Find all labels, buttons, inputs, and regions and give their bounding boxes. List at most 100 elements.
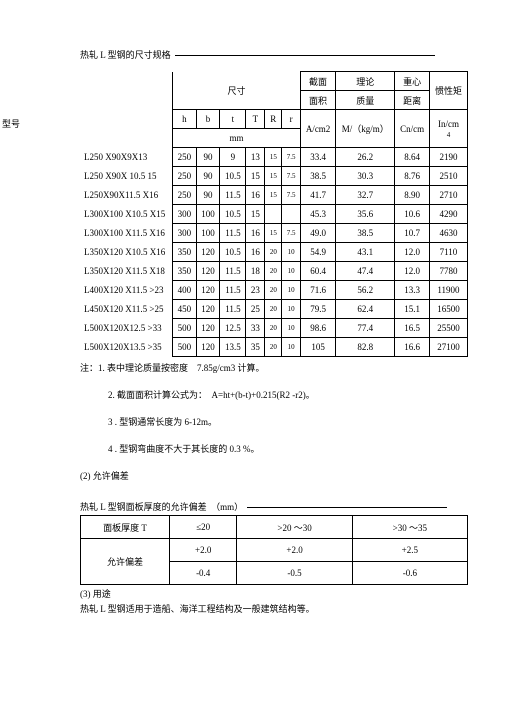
spec-cell: 60.4 — [300, 262, 335, 281]
spec-cell: 8.64 — [395, 148, 430, 167]
spec-cell: 62.4 — [336, 300, 395, 319]
spec-cell: 11900 — [429, 281, 467, 300]
spec-cell: 10 — [282, 338, 301, 357]
spec-cell: 71.6 — [300, 281, 335, 300]
spec-cell: 7.5 — [282, 167, 301, 186]
note-3: 3 . 型钢通常长度为 6-12m。 — [108, 415, 469, 428]
spec-cell: L250 X90X9X13 — [80, 148, 173, 167]
spec-cell: 12.0 — [395, 243, 430, 262]
footer-text: 热轧 L 型钢适用于造船、海洋工程结构及一般建筑结构等。 — [80, 602, 469, 615]
spec-cell: 16 — [246, 243, 265, 262]
spec-cell: 27100 — [429, 338, 467, 357]
spec-cell: 33.4 — [300, 148, 335, 167]
spec-cell: 500 — [173, 319, 197, 338]
spec-cell: 4290 — [429, 205, 467, 224]
spec-cell: 15 — [246, 167, 265, 186]
hdr-T: T — [246, 110, 265, 129]
spec-cell: 20 — [265, 243, 282, 262]
spec-cell: 11.5 — [220, 224, 246, 243]
spec-cell: 10 — [282, 262, 301, 281]
spec-cell: 250 — [173, 186, 197, 205]
section-3: (3) 用途 — [80, 587, 469, 600]
spec-cell: 49.0 — [300, 224, 335, 243]
spec-cell: 7110 — [429, 243, 467, 262]
spec-cell: 77.4 — [336, 319, 395, 338]
spec-cell: L250 X90X 10.5 15 — [80, 167, 173, 186]
spec-cell: 10 — [282, 281, 301, 300]
spec-cell: 56.2 — [336, 281, 395, 300]
spec-cell: 100 — [196, 205, 220, 224]
tol-r2-1: +2.0 — [170, 539, 237, 562]
spec-cell: 120 — [196, 300, 220, 319]
spec-cell — [282, 205, 301, 224]
spec-cell: 450 — [173, 300, 197, 319]
tol-label: 允许偏差 — [81, 539, 170, 585]
spec-cell: 15.1 — [395, 300, 430, 319]
spec-cell: 11.5 — [220, 262, 246, 281]
tol-h3: >20 ～30 — [237, 516, 352, 539]
spec-cell: 105 — [300, 338, 335, 357]
spec-cell: 11.5 — [220, 281, 246, 300]
spec-cell: 20 — [265, 262, 282, 281]
spec-cell: 33 — [246, 319, 265, 338]
spec-cell: 38.5 — [336, 224, 395, 243]
spec-cell: 32.7 — [336, 186, 395, 205]
spec-cell: L300X100 X10.5 X15 — [80, 205, 173, 224]
spec-cell: 7780 — [429, 262, 467, 281]
hdr-h: h — [173, 110, 197, 129]
hdr-mkg: M/（kg/m） — [336, 110, 395, 148]
spec-cell: 250 — [173, 167, 197, 186]
spec-cell: 47.4 — [336, 262, 395, 281]
spec-cell: 7.5 — [282, 224, 301, 243]
spec-cell: 2710 — [429, 186, 467, 205]
spec-cell: 10 — [282, 300, 301, 319]
spec-cell: 10 — [282, 243, 301, 262]
spec-cell: 15 — [265, 186, 282, 205]
spec-cell: 10.7 — [395, 224, 430, 243]
spec-cell: 250 — [173, 148, 197, 167]
spec-cell: 7.5 — [282, 148, 301, 167]
title-rule — [175, 55, 435, 56]
hdr-theory: 理论 — [336, 72, 395, 91]
spec-cell: 26.2 — [336, 148, 395, 167]
hdr-inertia: 惯性矩 — [429, 72, 467, 110]
hdr-b: b — [196, 110, 220, 129]
spec-cell: 30.3 — [336, 167, 395, 186]
spec-cell: L500X120X13.5 >35 — [80, 338, 173, 357]
spec-cell: 16.6 — [395, 338, 430, 357]
spec-cell: 18 — [246, 262, 265, 281]
spec-cell: 45.3 — [300, 205, 335, 224]
spec-cell: 54.9 — [300, 243, 335, 262]
tol-title-text: 热轧 L 型钢面板厚度的允许偏差 （mm） — [80, 502, 243, 512]
spec-cell: 8.90 — [395, 186, 430, 205]
hdr-cn: Cn/cm — [395, 110, 430, 148]
spec-cell: 11.5 — [220, 300, 246, 319]
spec-cell: 35 — [246, 338, 265, 357]
spec-cell: 23 — [246, 281, 265, 300]
spec-cell: 10.5 — [220, 243, 246, 262]
spec-cell: 12.0 — [395, 262, 430, 281]
spec-cell: 82.8 — [336, 338, 395, 357]
spec-cell: 100 — [196, 224, 220, 243]
spec-cell: 41.7 — [300, 186, 335, 205]
spec-cell: 120 — [196, 243, 220, 262]
spec-cell: 13.5 — [220, 338, 246, 357]
spec-table: 尺寸 截面 理论 重心 惯性矩 面积 质量 距离 h b t T R r A/c… — [80, 71, 468, 357]
spec-cell: 500 — [173, 338, 197, 357]
tol-h2: ≤20 — [170, 516, 237, 539]
spec-cell: 25 — [246, 300, 265, 319]
spec-cell: 15 — [265, 167, 282, 186]
spec-cell: L400X120 X11.5 >23 — [80, 281, 173, 300]
tol-r3-2: -0.5 — [237, 562, 352, 585]
spec-cell: 10.6 — [395, 205, 430, 224]
tolerance-table: 面板厚度 T ≤20 >20 ～30 >30 ～35 允许偏差 +2.0 +2.… — [80, 515, 468, 585]
spec-cell: 10.5 — [220, 205, 246, 224]
tol-r2-3: +2.5 — [352, 539, 467, 562]
spec-cell: 7.5 — [282, 186, 301, 205]
spec-cell: 120 — [196, 319, 220, 338]
spec-cell: 79.5 — [300, 300, 335, 319]
spec-cell: 11.5 — [220, 186, 246, 205]
spec-cell: L250X90X11.5 X16 — [80, 186, 173, 205]
spec-cell: 25500 — [429, 319, 467, 338]
hdr-mass: 质量 — [336, 91, 395, 110]
